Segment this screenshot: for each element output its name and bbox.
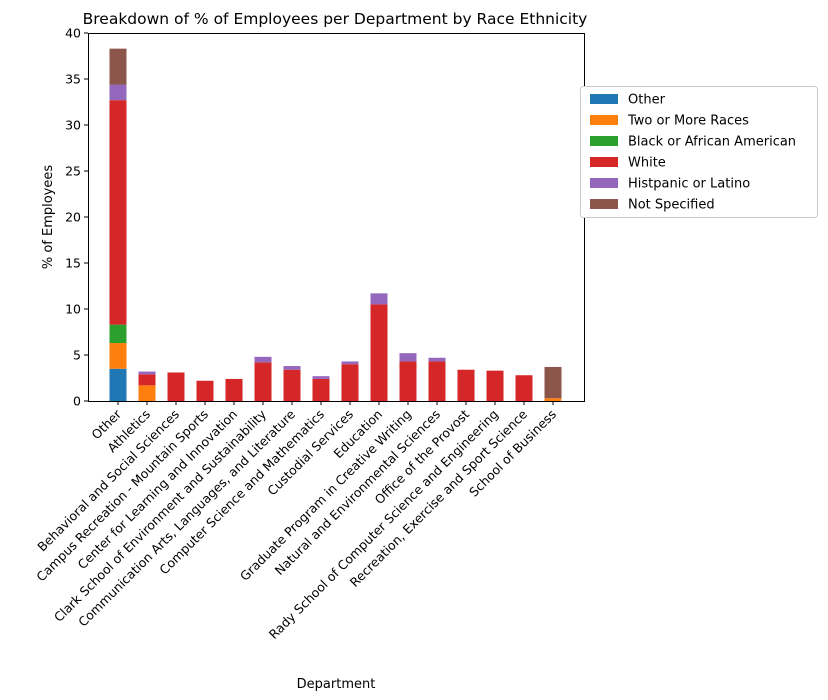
y-tick-label: 25 (65, 164, 81, 179)
bar-segment (399, 361, 417, 401)
bar-segment (283, 369, 301, 401)
bar-segment (428, 361, 446, 401)
legend-label: Not Specified (628, 198, 715, 213)
chart-title: Breakdown of % of Employees per Departme… (83, 10, 588, 28)
bar-segment (399, 353, 417, 362)
bar-segment (312, 376, 330, 379)
bar-segment (254, 356, 272, 363)
legend-swatch (590, 94, 618, 104)
bar-segment (138, 374, 156, 386)
bar-segment (254, 362, 272, 401)
y-axis-title: % of Employees (41, 165, 56, 270)
legend-swatch (590, 199, 618, 209)
y-tick-label: 0 (73, 394, 81, 409)
legend-swatch (590, 115, 618, 125)
bar-segment (109, 84, 127, 101)
y-tick-label: 5 (73, 348, 81, 363)
bar-segment (109, 48, 127, 85)
y-tick-label: 20 (65, 210, 81, 225)
y-axis: 0 5 10 15 20 25 30 35 40 (65, 26, 88, 409)
bar-segment (370, 304, 388, 401)
x-axis-title: Department (297, 677, 376, 692)
legend-label: Other (628, 93, 666, 108)
bar-segment (138, 371, 156, 375)
bar-segment (196, 380, 214, 401)
legend-swatch (590, 157, 618, 167)
bar-segment (341, 364, 359, 401)
y-tick-label: 15 (65, 256, 81, 271)
bar-segment (312, 378, 330, 401)
bar-segment (167, 372, 185, 401)
bar-segment (225, 378, 243, 401)
bar-segment (109, 343, 127, 369)
legend-label: Two or More Races (627, 114, 749, 129)
bar-segment (457, 369, 475, 401)
legend-swatch (590, 178, 618, 188)
y-tick-label: 10 (65, 302, 81, 317)
legend-box (580, 86, 818, 218)
legend-label: Black or African American (628, 135, 796, 150)
bar-segment (109, 368, 127, 401)
bars-layer (109, 48, 562, 401)
y-tick-label: 40 (65, 26, 81, 41)
bar-segment (109, 100, 127, 325)
legend-swatch (590, 136, 618, 146)
bar-segment (428, 357, 446, 362)
legend-label: White (628, 156, 666, 171)
bar-segment (138, 385, 156, 401)
bar-segment (370, 293, 388, 305)
y-tick-label: 35 (65, 72, 81, 87)
bar-segment (341, 361, 359, 365)
legend-label: Histpanic or Latino (628, 177, 750, 192)
bar-segment (109, 324, 127, 344)
plot-frame (88, 33, 585, 402)
bar-segment (283, 366, 301, 370)
bar-segment (515, 375, 533, 401)
bar-segment (544, 366, 562, 399)
y-tick-label: 30 (65, 118, 81, 133)
bar-segment (544, 398, 562, 401)
legend: Other Two or More Races Black or African A… (580, 86, 818, 218)
bar-segment (486, 370, 504, 401)
